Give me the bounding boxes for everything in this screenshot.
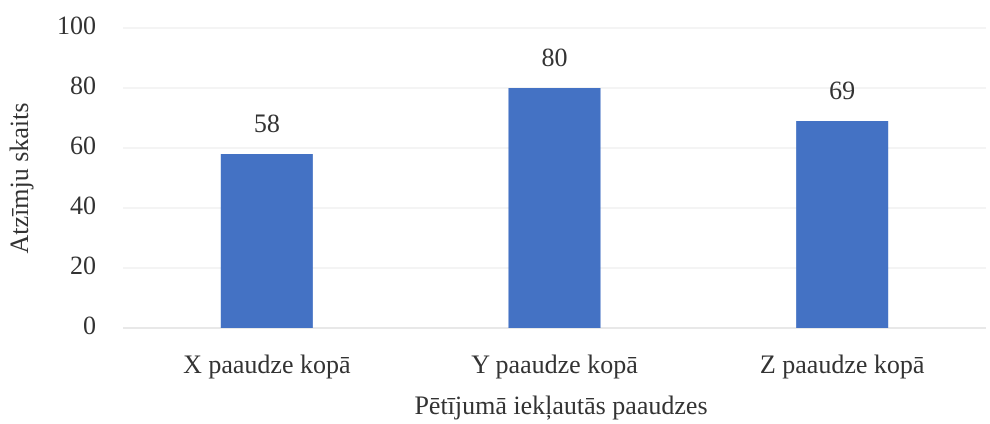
data-label: 69 [829,76,855,105]
data-label: 58 [254,109,280,138]
y-tick-label: 100 [57,11,96,40]
y-tick-label: 20 [70,251,96,280]
x-tick-label: Y paaudze kopā [471,350,638,379]
x-axis-title: Pētījumā iekļautās paaudzes [414,391,707,420]
y-tick-label: 80 [70,71,96,100]
bar [508,88,601,328]
bar [796,121,889,328]
y-axis-title: Atzīmju skaits [5,103,34,254]
data-label: 80 [542,43,568,72]
y-tick-label: 40 [70,191,96,220]
bar [220,154,313,328]
x-tick-label: X paaudze kopā [183,350,351,379]
y-tick-label: 0 [83,311,96,340]
x-tick-label: Z paaudze kopā [760,350,925,379]
y-tick-label: 60 [70,131,96,160]
